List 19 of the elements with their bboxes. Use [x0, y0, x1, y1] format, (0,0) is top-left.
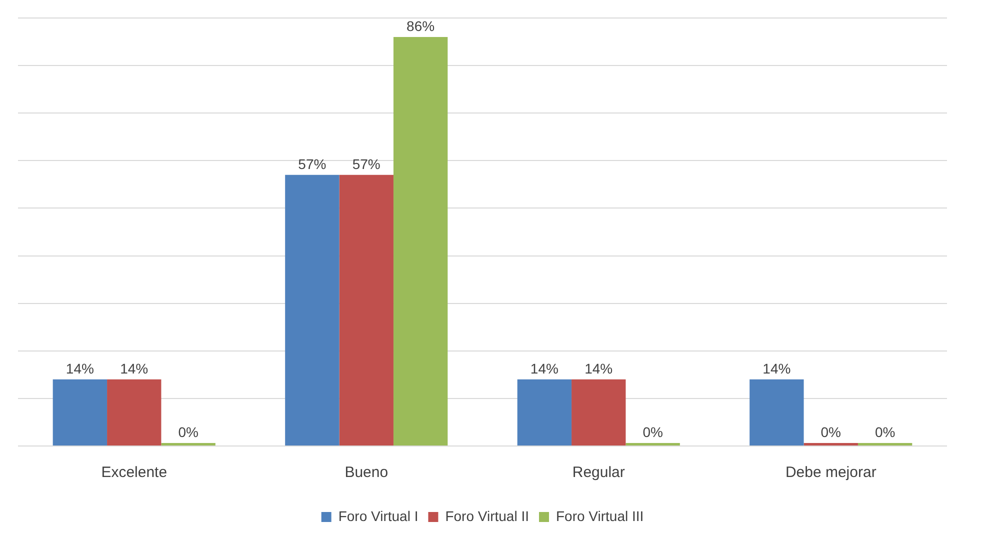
x-tick-label: Excelente [101, 464, 168, 482]
x-tick-label: Bueno [344, 464, 388, 482]
legend-label: Foro Virtual I [338, 508, 418, 524]
data-label: 14% [762, 360, 791, 376]
data-label: 14% [530, 360, 558, 376]
data-label: 0% [820, 424, 841, 440]
data-label: 14% [66, 360, 94, 376]
data-label: 0% [874, 424, 896, 440]
data-label: 57% [298, 156, 326, 172]
data-label: 14% [120, 360, 148, 376]
data-label: 14% [584, 360, 613, 376]
data-label: 57% [352, 156, 380, 172]
data-label: 0% [178, 424, 198, 440]
data-label: 86% [406, 18, 435, 34]
x-tick-label: Debe mejorar [785, 464, 876, 482]
legend-label: Foro Virtual II [445, 508, 530, 524]
data-label: 0% [642, 424, 663, 440]
legend-label: Foro Virtual III [556, 508, 644, 524]
x-tick-label: Regular [572, 464, 625, 482]
